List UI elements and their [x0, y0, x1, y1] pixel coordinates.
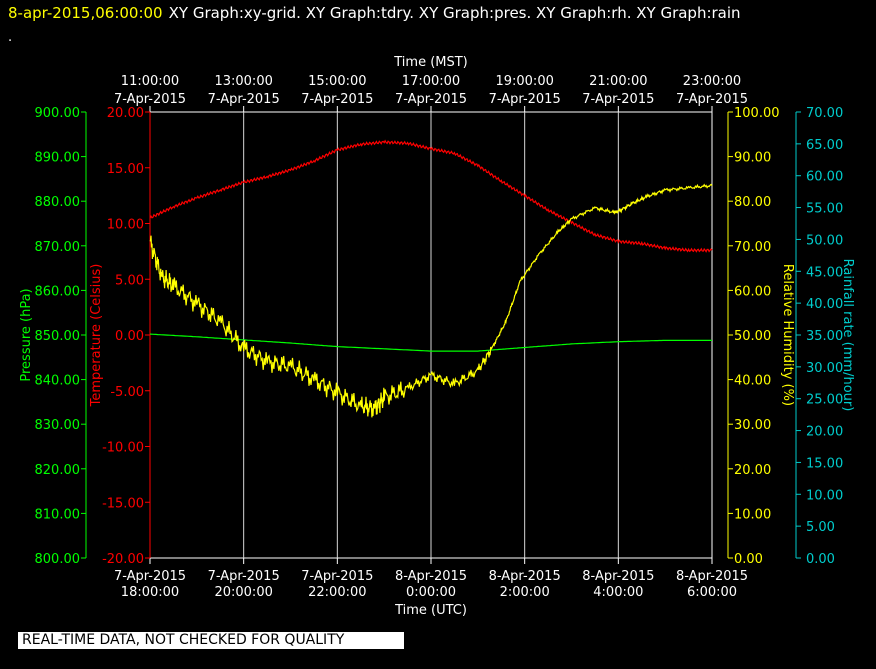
temperature-tick-label: -15.00 [102, 496, 144, 511]
bottom-tick-date: 7-Apr-2015 [301, 569, 373, 584]
pressure-tick-label: 800.00 [35, 552, 81, 567]
bottom-tick-date: 7-Apr-2015 [208, 569, 280, 584]
rain-tick-label: 60.00 [806, 170, 843, 185]
bottom-tick-time: 0:00:00 [406, 585, 456, 600]
temperature-axis-title: Temperature (Celsius) [89, 264, 104, 408]
temperature-tick-label: 10.00 [107, 218, 144, 233]
temperature-tick-label: 15.00 [107, 162, 144, 177]
pressure-tick-label: 890.00 [35, 151, 81, 166]
humidity-tick-label: 60.00 [734, 284, 771, 299]
bottom-tick-time: 18:00:00 [121, 585, 179, 600]
top-tick-date: 7-Apr-2015 [114, 92, 186, 107]
top-tick-date: 7-Apr-2015 [395, 92, 467, 107]
humidity-tick-label: 70.00 [734, 240, 771, 255]
humidity-tick-label: 90.00 [734, 151, 771, 166]
bottom-tick-date: 8-Apr-2015 [676, 569, 748, 584]
rain-tick-label: 45.00 [806, 265, 843, 280]
top-tick-date: 7-Apr-2015 [582, 92, 654, 107]
bottom-tick-time: 22:00:00 [308, 585, 366, 600]
rain-tick-label: 40.00 [806, 297, 843, 312]
bottom-tick-time: 20:00:00 [214, 585, 272, 600]
pressure-tick-label: 840.00 [35, 374, 81, 389]
pressure-series-line [149, 333, 712, 352]
top-tick-date: 7-Apr-2015 [208, 92, 280, 107]
humidity-tick-label: 10.00 [734, 507, 771, 522]
current-datetime: 8-apr-2015,06:00:00 [8, 4, 163, 22]
top-tick-time: 21:00:00 [589, 74, 647, 89]
rain-tick-label: 35.00 [806, 329, 843, 344]
top-tick-time: 13:00:00 [214, 74, 272, 89]
pressure-tick-label: 850.00 [35, 329, 81, 344]
top-tick-time: 19:00:00 [495, 74, 553, 89]
bottom-tick-date: 8-Apr-2015 [489, 569, 561, 584]
rain-axis-title: Rainfall rate (mm/hour) [840, 259, 855, 412]
bottom-tick-time: 4:00:00 [593, 585, 643, 600]
bottom-tick-date: 7-Apr-2015 [114, 569, 186, 584]
pressure-tick-label: 870.00 [35, 240, 81, 255]
temperature-series-line [149, 139, 713, 253]
pressure-tick-label: 830.00 [35, 418, 81, 433]
temperature-tick-label: 5.00 [115, 273, 144, 288]
rain-tick-label: 20.00 [806, 425, 843, 440]
quality-notice: REAL-TIME DATA, NOT CHECKED FOR QUALITY [18, 632, 404, 649]
humidity-tick-label: 100.00 [734, 106, 780, 121]
top-tick-date: 7-Apr-2015 [489, 92, 561, 107]
rain-tick-label: 10.00 [806, 488, 843, 503]
top-tick-time: 15:00:00 [308, 74, 366, 89]
temperature-tick-label: -10.00 [102, 441, 144, 456]
rain-tick-label: 70.00 [806, 106, 843, 121]
humidity-tick-label: 80.00 [734, 195, 771, 210]
pressure-tick-label: 860.00 [35, 284, 81, 299]
top-axis-label: Time (MST) [393, 55, 468, 70]
top-tick-time: 17:00:00 [402, 74, 460, 89]
bottom-tick-time: 2:00:00 [500, 585, 550, 600]
rain-tick-label: 25.00 [806, 393, 843, 408]
temperature-tick-label: 0.00 [115, 329, 144, 344]
rain-tick-label: 15.00 [806, 456, 843, 471]
rain-tick-label: 50.00 [806, 233, 843, 248]
pressure-tick-label: 900.00 [35, 106, 81, 121]
humidity-tick-label: 20.00 [734, 463, 771, 478]
title-dot: . [8, 30, 13, 45]
humidity-tick-label: 0.00 [734, 552, 763, 567]
window-title-bar: 8-apr-2015,06:00:00 XY Graph:xy-grid. XY … [8, 4, 741, 22]
rain-tick-label: 65.00 [806, 138, 843, 153]
humidity-axis-title: Relative Humidity (%) [780, 264, 795, 406]
temperature-tick-label: -20.00 [102, 552, 144, 567]
top-tick-time: 23:00:00 [683, 74, 741, 89]
rain-tick-label: 30.00 [806, 361, 843, 376]
graph-list: XY Graph:xy-grid. XY Graph:tdry. XY Grap… [168, 4, 741, 22]
humidity-tick-label: 50.00 [734, 329, 771, 344]
humidity-tick-label: 40.00 [734, 374, 771, 389]
bottom-axis-label: Time (UTC) [394, 603, 467, 618]
bottom-tick-date: 8-Apr-2015 [582, 569, 654, 584]
top-tick-time: 11:00:00 [121, 74, 179, 89]
temperature-tick-label: -5.00 [110, 385, 144, 400]
pressure-axis-title: Pressure (hPa) [19, 288, 34, 381]
top-tick-date: 7-Apr-2015 [301, 92, 373, 107]
humidity-series-line [149, 183, 713, 418]
rain-tick-label: 5.00 [806, 520, 835, 535]
pressure-tick-label: 810.00 [35, 507, 81, 522]
pressure-tick-label: 820.00 [35, 463, 81, 478]
top-tick-date: 7-Apr-2015 [676, 92, 748, 107]
rain-tick-label: 55.00 [806, 202, 843, 217]
bottom-tick-time: 6:00:00 [687, 585, 737, 600]
temperature-tick-label: 20.00 [107, 106, 144, 121]
pressure-tick-label: 880.00 [35, 195, 81, 210]
rain-tick-label: 0.00 [806, 552, 835, 567]
bottom-tick-date: 8-Apr-2015 [395, 569, 467, 584]
humidity-tick-label: 30.00 [734, 418, 771, 433]
